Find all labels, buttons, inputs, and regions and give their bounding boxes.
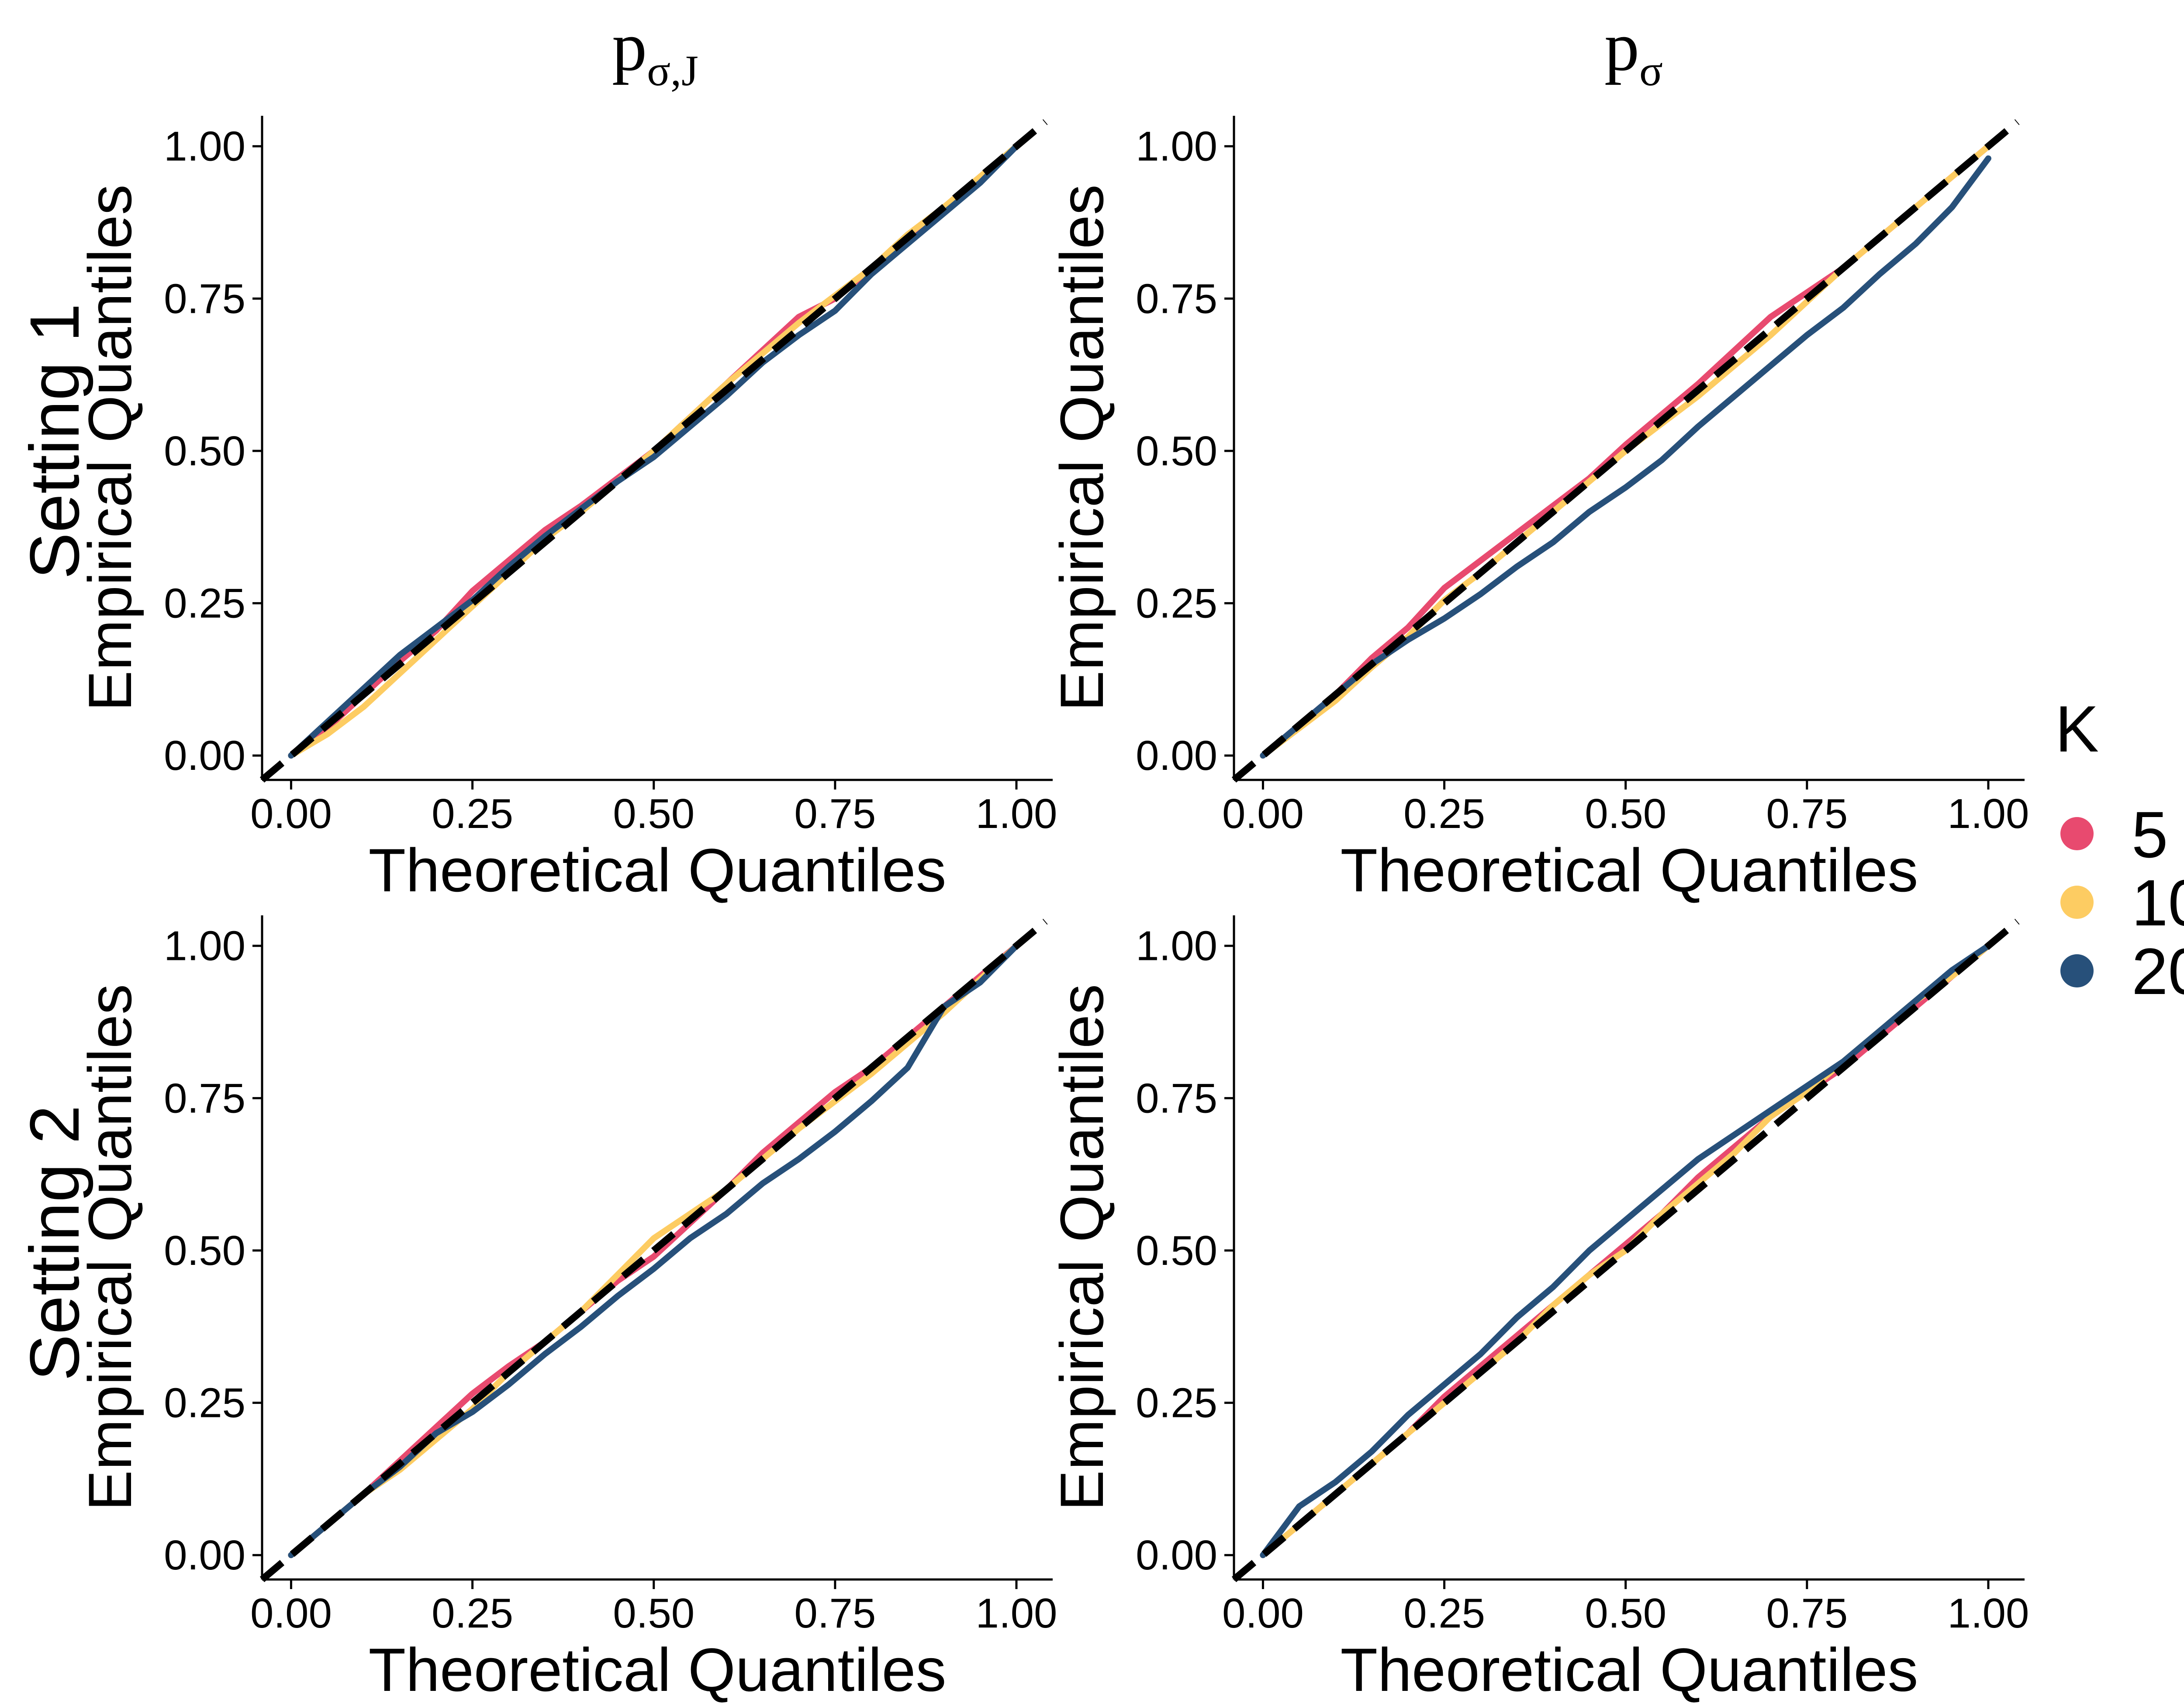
y-tick-label: 1.00 <box>1136 123 1217 170</box>
y-tick-label: 0.00 <box>164 732 245 779</box>
series-line-k20 <box>1260 942 1991 1559</box>
x-tick-label: 0.00 <box>250 1590 332 1637</box>
y-tick-label: 0.75 <box>164 1075 245 1122</box>
y-tick-label: 0.50 <box>1136 1227 1217 1274</box>
column-title-left-subscript: σ,J <box>647 46 698 95</box>
legend-swatch-k20 <box>2060 954 2094 987</box>
column-title-left: pσ,J <box>612 7 698 95</box>
reference-diagonal-line <box>1231 119 2020 783</box>
column-title-right-base: p <box>1604 7 1639 85</box>
x-tick-label: 0.50 <box>1585 790 1666 837</box>
x-tick-label: 0.75 <box>794 1590 876 1637</box>
y-tick-label: 0.50 <box>1136 428 1217 474</box>
y-tick-label: 0.25 <box>164 1380 245 1427</box>
reference-diagonal-line <box>1231 918 2020 1583</box>
x-tick-label: 0.75 <box>794 790 876 837</box>
column-title-left-base: p <box>612 7 647 85</box>
x-tick-label: 0.50 <box>613 1590 695 1637</box>
x-tick-label: 0.50 <box>1585 1590 1666 1637</box>
row-title-setting-1: Setting 1 <box>15 303 93 579</box>
row-title-setting-2: Setting 2 <box>15 1105 93 1381</box>
column-title-right: pσ <box>1604 7 1663 95</box>
legend-label-k10: 10 <box>2132 866 2184 939</box>
panel-setting1-p-sigma: 0.00 0.25 0.50 0.75 1.00 0.00 0.25 0.50 0.75 1.00… <box>1047 116 2029 904</box>
column-title-right-subscript: σ <box>1639 46 1663 95</box>
x-tick-label: 0.25 <box>1403 790 1485 837</box>
legend-label-k20: 20 <box>2132 935 2184 1008</box>
x-tick-label: 0.00 <box>1222 790 1304 837</box>
series-line-k20 <box>288 143 1019 759</box>
x-tick-label: 1.00 <box>1948 790 2029 837</box>
legend-swatch-k10 <box>2060 886 2094 919</box>
y-tick-label: 1.00 <box>1136 923 1217 970</box>
x-tick-label: 1.00 <box>976 1590 1057 1637</box>
x-tick-label: 0.75 <box>1766 1590 1848 1637</box>
y-tick-label: 0.25 <box>1136 1380 1217 1427</box>
x-axis-title: Theoretical Quantiles <box>1341 1635 1918 1704</box>
y-tick-label: 0.00 <box>164 1532 245 1579</box>
reference-diagonal-line <box>259 119 1048 783</box>
x-tick-label: 1.00 <box>1948 1590 2029 1637</box>
x-tick-label: 0.75 <box>1766 790 1848 837</box>
legend-label-k5: 5 <box>2132 798 2168 871</box>
panel-setting1-p-sigma-j: 0.00 0.25 0.50 0.75 1.00 0.00 0.25 0.50 0.75 1.00… <box>76 116 1057 904</box>
legend-title: K <box>2055 692 2099 765</box>
reference-diagonal-line <box>259 918 1048 1583</box>
legend-swatch-k5 <box>2060 817 2094 850</box>
x-axis-title: Theoretical Quantiles <box>1341 836 1918 904</box>
x-axis-title: Theoretical Quantiles <box>369 836 947 904</box>
y-axis-title: Empirical Quantiles <box>76 984 144 1511</box>
x-tick-label: 1.00 <box>976 790 1057 837</box>
y-axis-title: Empirical Quantiles <box>1047 184 1116 711</box>
y-tick-label: 0.50 <box>164 1227 245 1274</box>
x-axis-title: Theoretical Quantiles <box>369 1635 947 1704</box>
panel-setting2-p-sigma-j: 0.00 0.25 0.50 0.75 1.00 0.00 0.25 0.50 0.75 1.00… <box>76 915 1057 1704</box>
y-tick-label: 0.50 <box>164 428 245 474</box>
y-tick-label: 0.75 <box>1136 1075 1217 1122</box>
x-tick-label: 0.25 <box>1403 1590 1485 1637</box>
y-tick-label: 0.25 <box>164 580 245 627</box>
y-axis-title: Empirical Quantiles <box>76 184 144 711</box>
x-tick-label: 0.50 <box>613 790 695 837</box>
y-tick-label: 1.00 <box>164 123 245 170</box>
x-tick-label: 0.00 <box>250 790 332 837</box>
y-axis-title: Empirical Quantiles <box>1047 984 1116 1511</box>
y-tick-label: 0.25 <box>1136 580 1217 627</box>
x-tick-label: 0.25 <box>432 790 513 837</box>
y-tick-label: 1.00 <box>164 923 245 970</box>
panel-setting2-p-sigma: 0.00 0.25 0.50 0.75 1.00 0.00 0.25 0.50 0.75 1.00… <box>1047 915 2029 1704</box>
y-tick-label: 0.75 <box>1136 275 1217 322</box>
series-line-k20 <box>1260 155 1991 759</box>
x-tick-label: 0.25 <box>432 1590 513 1637</box>
x-tick-label: 0.00 <box>1222 1590 1304 1637</box>
legend: K 5 10 20 <box>2055 692 2184 1008</box>
series-line-k20 <box>288 942 1019 1559</box>
y-tick-label: 0.00 <box>1136 1532 1217 1579</box>
y-tick-label: 0.75 <box>164 275 245 322</box>
y-tick-label: 0.00 <box>1136 732 1217 779</box>
